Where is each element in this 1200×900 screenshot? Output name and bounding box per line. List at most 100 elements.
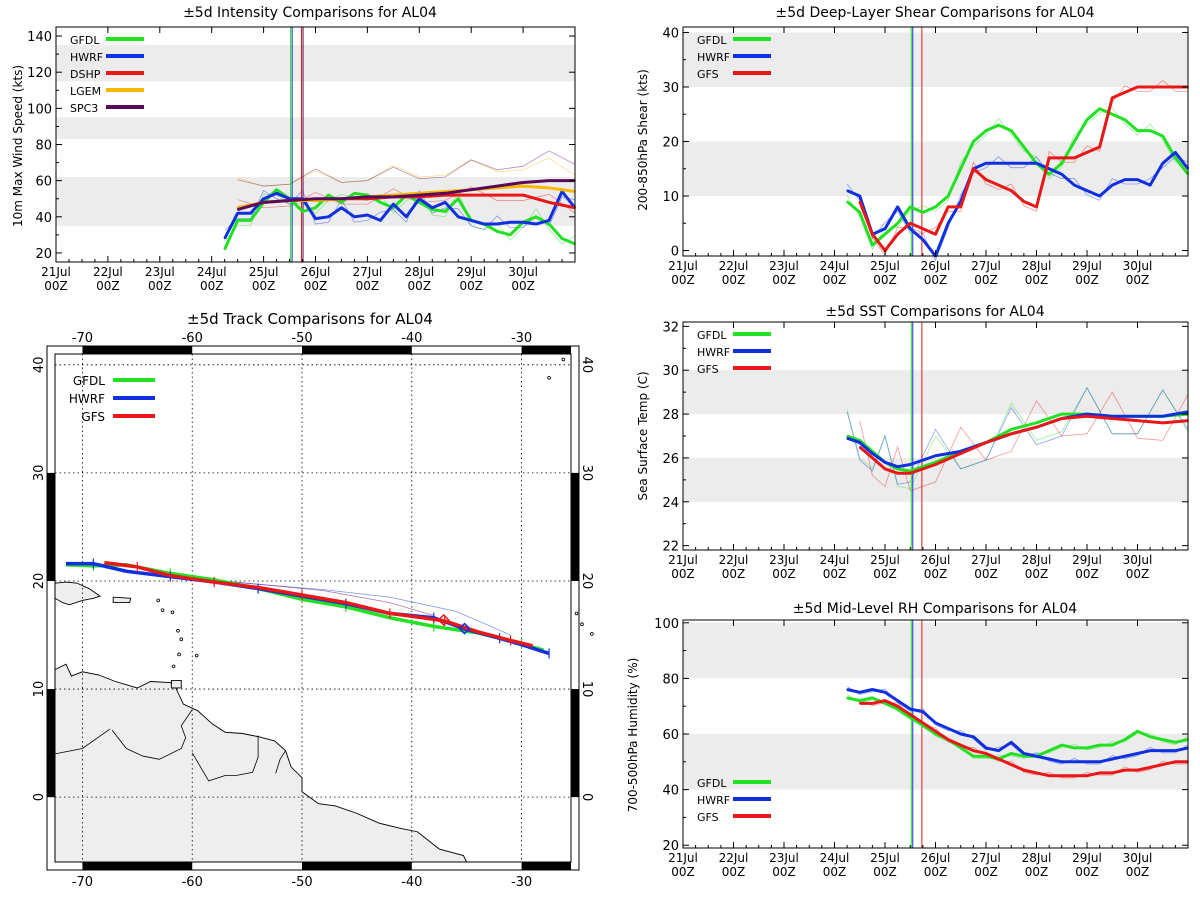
- small-island: [574, 611, 579, 616]
- rh-point-hwrf: [884, 691, 886, 694]
- shear-point-gfdl: [1010, 129, 1013, 132]
- shear-x-tick-label-hour: 00Z: [873, 273, 897, 287]
- sst-thin-gfdl: [846, 386, 1189, 490]
- shear-point-hwrf: [1149, 184, 1151, 186]
- track-position-marker: [458, 622, 471, 635]
- shear-point-hwrf: [947, 222, 949, 225]
- sst-x-tick-label-hour: 00Z: [722, 567, 746, 581]
- intensity-point-gfdl: [275, 188, 278, 191]
- rh-x-tick-label: 21Jul: [668, 851, 698, 865]
- track-lat-label-right: 40: [579, 357, 594, 374]
- intensity-band: [56, 117, 575, 140]
- track-series-gfs: [104, 560, 533, 648]
- intensity-point-spc3: [314, 197, 317, 200]
- rh-point-gfs: [1060, 774, 1063, 777]
- track-lat-label-left: 20: [32, 573, 47, 590]
- rh-point-gfdl: [959, 747, 962, 749]
- small-island: [177, 652, 181, 657]
- track-lat-label-left: 10: [32, 681, 47, 698]
- intensity-point-hwrf: [431, 206, 434, 209]
- sst-point-gfs: [909, 472, 912, 475]
- small-island: [171, 664, 176, 669]
- intensity-point-lgem: [548, 187, 550, 189]
- intensity-point-gfdl: [249, 219, 252, 222]
- rh-point-gfs: [1111, 772, 1114, 774]
- rh-point-gfdl: [922, 724, 924, 727]
- shear-point-hwrf: [1174, 151, 1177, 154]
- sst-x-tick-label: 25Jul: [870, 553, 900, 567]
- track-border-bar: [521, 346, 571, 354]
- rh-point-hwrf: [896, 699, 899, 702]
- intensity-point-hwrf: [275, 192, 278, 195]
- rh-point-hwrf: [1048, 758, 1050, 760]
- shear-point-hwrf: [1086, 189, 1088, 192]
- rh-x-tick-label: 29Jul: [1072, 851, 1102, 865]
- shear-point-gfs: [1010, 189, 1013, 192]
- rh-point-hwrf: [1098, 761, 1101, 763]
- intensity-y-tick-label: 100: [27, 102, 52, 117]
- track-position-marker: [437, 613, 450, 626]
- shear-y-tick-label: 0: [671, 245, 679, 260]
- sst-legend-label: HWRF: [697, 346, 730, 359]
- shear-x-tick-label-hour: 00Z: [671, 273, 695, 287]
- sst-point-gfdl: [1035, 422, 1038, 424]
- rh-point-gfdl: [1124, 738, 1126, 741]
- rh-point-hwrf: [1010, 741, 1013, 744]
- sst-point-gfs: [1161, 422, 1164, 424]
- sst-x-tick-label-hour: 00Z: [823, 567, 847, 581]
- intensity-point-hwrf: [249, 212, 252, 214]
- rh-point-gfs: [871, 702, 874, 705]
- rh-point-gfs: [896, 705, 899, 707]
- shear-point-gfs: [1136, 86, 1139, 88]
- rh-point-gfs: [922, 722, 924, 724]
- intensity-point-spc3: [418, 194, 421, 196]
- intensity-x-tick-label: 30Jul: [508, 265, 538, 279]
- shear-point-gfdl: [1023, 146, 1025, 148]
- shear-x-tick-label: 25Jul: [870, 259, 900, 273]
- shear-thin-hwrf: [846, 156, 1189, 262]
- track-legend-label: HWRF: [69, 392, 105, 406]
- shear-title: ±5d Deep-Layer Shear Comparisons for AL0…: [775, 5, 1094, 21]
- track-lon-label-top: -50: [291, 331, 312, 346]
- rh-point-gfdl: [884, 702, 886, 705]
- sst-point-gfs: [934, 463, 937, 466]
- intensity-x-tick-label-hour: 00Z: [44, 279, 68, 293]
- shear-point-hwrf: [1010, 162, 1013, 165]
- rh-x-tick-label-hour: 00Z: [1075, 865, 1099, 879]
- shear-point-hwrf: [1098, 195, 1101, 197]
- shear-point-gfdl: [1161, 135, 1164, 137]
- track-border-bar: [571, 689, 579, 798]
- intensity-point-gfdl: [327, 194, 330, 196]
- rh-point-gfdl: [1098, 744, 1101, 746]
- intensity-x-tick-label-hour: 00Z: [459, 279, 483, 293]
- intensity-point-hwrf: [327, 216, 330, 218]
- sst-point-gfs: [858, 446, 861, 448]
- rh-point-hwrf: [1174, 749, 1177, 752]
- track-border-bar: [521, 862, 571, 870]
- shear-point-gfs: [1149, 86, 1151, 88]
- intensity-point-gfdl: [496, 230, 498, 233]
- shear-point-gfdl: [846, 200, 848, 203]
- track-lat-label-left: 0: [32, 793, 47, 801]
- rh-point-gfdl: [1010, 752, 1013, 755]
- sst-point-gfs: [1060, 417, 1063, 420]
- rh-x-tick-label: 27Jul: [971, 851, 1001, 865]
- shear-x-tick-label-hour: 00Z: [722, 273, 746, 287]
- small-island: [170, 610, 175, 615]
- sst-point-gfdl: [896, 468, 899, 470]
- intensity-x-tick-label-hour: 00Z: [148, 279, 172, 293]
- sst-point-hwrf: [884, 461, 886, 464]
- sst-point-hwrf: [896, 465, 899, 468]
- shear-point-hwrf: [1136, 178, 1139, 181]
- shear-point-gfdl: [909, 206, 912, 208]
- shear-y-tick-label: 30: [662, 81, 679, 96]
- rh-point-gfdl: [1111, 744, 1114, 746]
- intensity-y-tick-label: 40: [35, 211, 52, 226]
- rh-point-hwrf: [1161, 749, 1164, 752]
- shear-point-gfs: [922, 227, 924, 230]
- intensity-point-gfdl: [353, 192, 356, 195]
- track-border-bar: [82, 346, 193, 354]
- shear-point-gfdl: [934, 206, 937, 208]
- intensity-legend-label: LGEM: [70, 85, 101, 98]
- shear-point-gfs: [997, 184, 1000, 186]
